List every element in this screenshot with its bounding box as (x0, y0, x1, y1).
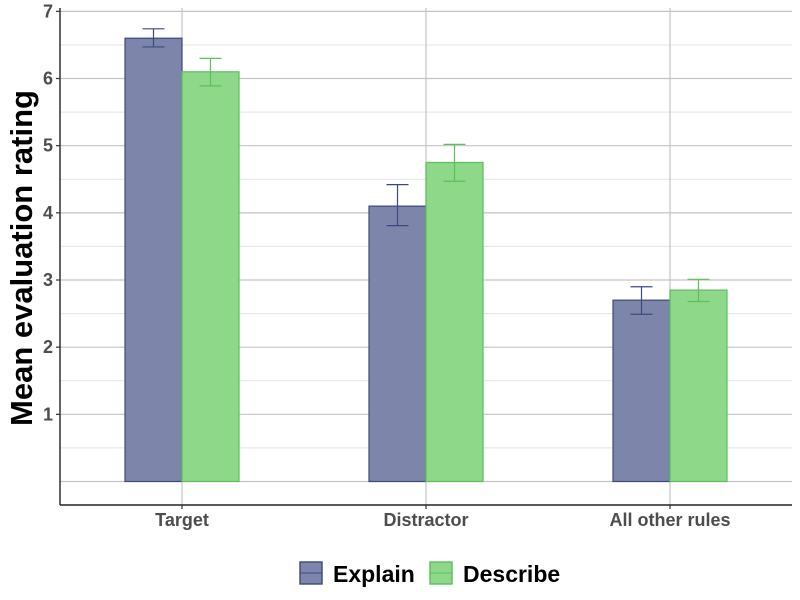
y-tick-label: 2 (43, 337, 53, 357)
legend-label-explain: Explain (333, 561, 415, 587)
bar-explain-0 (124, 37, 183, 483)
y-tick-label: 4 (43, 203, 53, 223)
legend: Explain Describe (299, 561, 560, 587)
bar-describe-0 (181, 71, 240, 483)
x-tick-label: Distractor (383, 510, 468, 530)
x-tick-labels: Target Distractor All other rules (155, 505, 731, 530)
y-tick-label: 5 (43, 136, 53, 156)
x-tick-label: All other rules (609, 510, 730, 530)
y-tick-labels: 1 2 3 4 5 6 7 (43, 1, 60, 424)
y-tick-label: 7 (43, 1, 53, 21)
error-bars (142, 28, 710, 315)
bar-describe-2 (669, 289, 728, 483)
x-tick-label: Target (155, 510, 209, 530)
bar-explain-2 (612, 299, 671, 483)
bar-explain-1 (368, 205, 427, 483)
bar-describe-1 (425, 161, 484, 483)
y-axis-label: Mean evaluation rating (4, 90, 39, 426)
y-tick-label: 1 (43, 404, 53, 424)
legend-label-describe: Describe (463, 561, 560, 587)
y-tick-label: 6 (43, 69, 53, 89)
y-tick-label: 3 (43, 270, 53, 290)
bars (124, 37, 728, 483)
